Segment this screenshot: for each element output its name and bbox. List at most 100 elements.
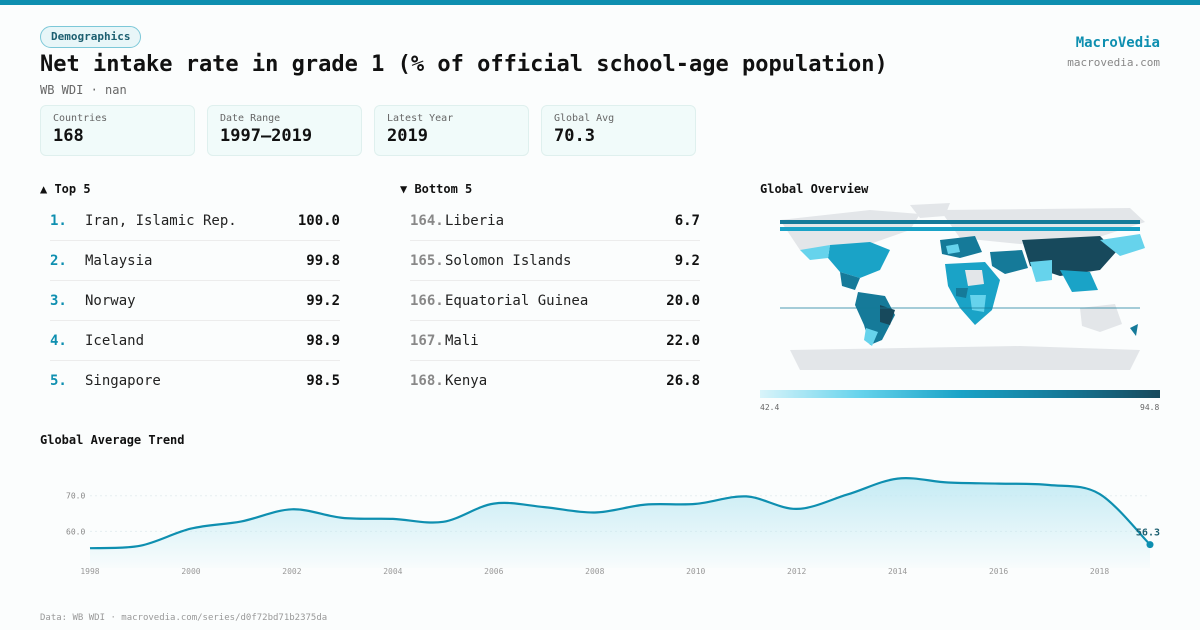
x-tick-label: 2002 [282,567,301,576]
region-middle-east[interactable] [990,250,1028,274]
stat-label: Latest Year [387,113,454,124]
country-value: 98.5 [306,373,340,389]
region-west-africa[interactable] [956,288,968,298]
list-item[interactable]: 3. Norway 99.2 [50,281,340,321]
trend-area [90,478,1150,568]
rank-number: 2. [50,252,67,269]
stat-label: Global Avg [554,113,615,124]
country-value: 6.7 [674,212,700,229]
arctic-band [780,227,1140,231]
region-africa[interactable] [945,262,1000,325]
world-choropleth-map[interactable] [760,200,1160,380]
trend-point[interactable] [997,482,1001,486]
page-title: Net intake rate in grade 1 (% of officia… [40,52,888,77]
trend-point[interactable] [593,511,597,515]
region-south-asia[interactable] [1030,260,1052,282]
trend-heading: Global Average Trend [40,433,185,447]
trend-point[interactable] [290,507,294,511]
country-name: Equatorial Guinea [445,292,589,309]
region-east-asia[interactable] [1100,234,1145,256]
brand-url[interactable]: macrovedia.com [1067,56,1160,69]
stat-card-global-avg: Global Avg 70.3 [541,105,696,156]
rank-number: 166. [410,292,444,309]
rank-number: 168. [410,373,444,389]
x-tick-label: 2000 [181,567,200,576]
list-item[interactable]: 1. Iran, Islamic Rep. 100.0 [50,201,340,241]
top5-heading: ▲ Top 5 [40,182,91,196]
country-name: Liberia [445,212,505,229]
region-brazil[interactable] [880,305,895,325]
x-tick-label: 2010 [686,567,705,576]
region-north-america[interactable] [828,242,890,278]
top-accent-bar [0,0,1200,5]
trend-point[interactable] [694,502,698,506]
trend-point[interactable] [391,517,395,521]
map-color-legend [760,390,1160,398]
trend-point[interactable] [1047,483,1051,487]
country-name: Singapore [85,373,161,389]
trend-last-point[interactable] [1146,541,1154,549]
stat-label: Countries [53,113,108,124]
trend-point[interactable] [88,546,92,550]
brand-logo[interactable]: MacroVedia [1075,35,1160,51]
trend-point[interactable] [946,481,950,485]
x-tick-label: 2008 [585,567,604,576]
trend-point[interactable] [441,520,445,524]
trend-point[interactable] [239,519,243,523]
list-item[interactable]: 4. Iceland 98.9 [50,321,340,361]
country-value: 9.2 [674,252,700,269]
list-item[interactable]: 167. Mali 22.0 [410,321,700,361]
x-tick-label: 2018 [1090,567,1109,576]
region-south-america[interactable] [855,292,895,345]
region-western-europe[interactable] [946,244,960,254]
trend-point[interactable] [542,505,546,509]
region-southern-cone[interactable] [864,328,878,346]
region-central-america[interactable] [840,272,860,290]
stat-value: 168 [53,126,84,146]
rank-number: 3. [50,292,67,309]
trend-point[interactable] [845,493,849,497]
trend-point[interactable] [189,527,193,531]
list-item[interactable]: 5. Singapore 98.5 [50,361,340,401]
list-item[interactable]: 168. Kenya 26.8 [410,361,700,401]
list-item[interactable]: 166. Equatorial Guinea 20.0 [410,281,700,321]
list-item[interactable]: 164. Liberia 6.7 [410,201,700,241]
trend-point[interactable] [795,507,799,511]
x-tick-label: 1998 [80,567,99,576]
country-name: Kenya [445,373,488,389]
trend-point[interactable] [744,494,748,498]
country-value: 99.2 [306,292,340,309]
region-new-zealand[interactable] [1130,324,1138,336]
trend-point[interactable] [1098,492,1102,496]
trend-point[interactable] [340,516,344,520]
region-alaska[interactable] [800,245,830,260]
rank-number: 1. [50,212,67,229]
legend-max-label: 94.8 [1140,403,1160,412]
trend-point[interactable] [896,477,900,481]
stat-label: Date Range [220,113,281,124]
country-value: 99.8 [306,252,340,269]
country-name: Norway [85,292,136,309]
trend-point[interactable] [492,502,496,506]
country-name: Iceland [85,332,145,349]
trend-point[interactable] [138,544,142,548]
country-value: 100.0 [297,212,340,229]
region-southeast-asia[interactable] [1060,270,1098,292]
list-item[interactable]: 2. Malaysia 99.8 [50,241,340,281]
region-east-africa[interactable] [970,295,986,312]
stat-value: 1997–2019 [220,126,313,146]
country-value: 98.9 [306,332,340,349]
trend-point[interactable] [643,503,647,507]
rank-number: 5. [50,373,67,389]
country-name: Iran, Islamic Rep. [85,212,237,229]
list-item[interactable]: 165. Solomon Islands 9.2 [410,241,700,281]
x-tick-label: 2006 [484,567,503,576]
rank-number: 165. [410,252,444,269]
x-tick-label: 2004 [383,567,402,576]
legend-min-label: 42.4 [760,403,780,412]
trend-chart[interactable]: 60.0 70.0 1998 2000 2002 2004 2006 2008 2010 2012… [0,450,1200,590]
country-name: Malaysia [85,252,153,269]
bottom5-list: 164. Liberia 6.7 165. Solomon Islands 9.… [410,201,700,401]
x-tick-label: 2014 [888,567,907,576]
bottom5-heading: ▼ Bottom 5 [400,182,473,196]
